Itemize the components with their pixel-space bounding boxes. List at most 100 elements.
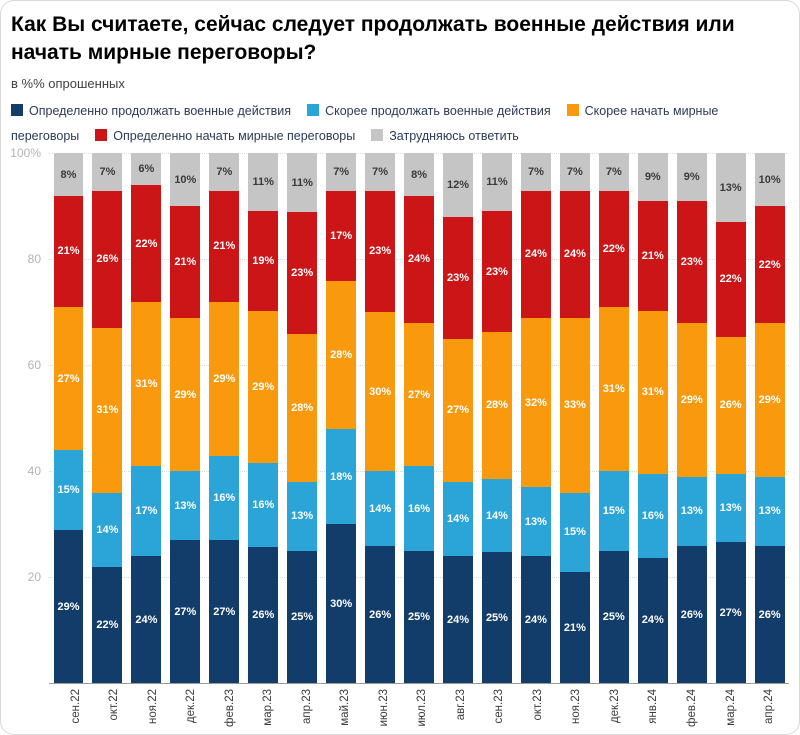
value-label: 29% [680, 393, 703, 406]
value-label: 31% [602, 383, 625, 396]
value-label: 16% [213, 491, 236, 504]
bar-segment-4: 12% [443, 153, 473, 218]
bar-segment-3: 21% [53, 195, 84, 308]
x-tick: июн.23 [365, 689, 404, 734]
legend: Определенно продолжать военные действия С… [11, 99, 791, 149]
value-label: 30% [330, 597, 353, 610]
x-tick: ноя.22 [134, 689, 173, 734]
bar-segment-4: 9% [637, 153, 668, 201]
bar-segment-1: 13% [520, 487, 551, 557]
bar-segment-2: 29% [754, 323, 785, 477]
bar-segment-3: 23% [365, 190, 396, 313]
bar-segment-0: 21% [559, 572, 590, 684]
value-label: 24% [135, 613, 158, 626]
value-label: 19% [252, 255, 275, 268]
value-label: 31% [96, 404, 119, 417]
value-label: 14% [446, 513, 470, 526]
legend-swatch-icon [95, 129, 108, 142]
bar-segment-2: 29% [676, 323, 707, 477]
value-label: 11% [486, 176, 508, 189]
x-tick: янв.24 [635, 689, 674, 734]
bar-segment-1: 17% [131, 466, 162, 557]
legend-swatch-icon [307, 104, 320, 117]
bar-segment-3: 22% [754, 206, 785, 324]
bar-segment-2: 31% [598, 307, 629, 472]
bar-segment-0: 24% [637, 557, 668, 684]
x-tick-label: янв.24 [647, 689, 660, 725]
legend-label: Скорее продолжать военные действия [325, 104, 551, 119]
bar-segment-0: 27% [715, 541, 746, 684]
stacked-bar: 25% 13% 28% 23% 11% [287, 153, 318, 684]
bar-segment-4: 8% [53, 153, 84, 196]
x-tick: июл.23 [404, 689, 443, 734]
x-tick-label: дек.23 [608, 689, 621, 724]
value-label: 11% [291, 176, 313, 189]
value-label: 28% [291, 401, 314, 414]
bar-segment-2: 28% [326, 280, 357, 430]
bar-segment-4: 8% [404, 153, 435, 196]
x-tick-label: ноя.22 [146, 689, 159, 725]
y-tick-label: 60 [27, 358, 41, 373]
bar-segment-3: 26% [92, 190, 123, 329]
bar-segment-2: 33% [559, 317, 590, 493]
chart-area: 100% 80 60 40 20 29% 15% 27% 21% 8% 22% 14% 31% 26% 7… [9, 146, 791, 685]
value-label: 23% [485, 265, 508, 278]
x-tick: мар.23 [250, 689, 289, 734]
value-label: 13% [758, 505, 781, 518]
x-tick-label: сен.23 [493, 689, 506, 724]
stacked-bar: 27% 13% 29% 21% 10% [170, 153, 201, 684]
bar-segment-1: 13% [287, 482, 318, 551]
bar-column: 24% 17% 31% 22% 6% [127, 153, 166, 684]
bar-segment-2: 29% [209, 301, 240, 456]
bar-column: 25% 16% 27% 24% 8% [400, 153, 439, 684]
stacked-bar: 27% 13% 26% 22% 13% [715, 153, 746, 684]
bar-segment-0: 27% [170, 540, 201, 684]
value-label: 6% [138, 163, 155, 176]
stacked-bar: 26% 14% 30% 23% 7% [365, 153, 396, 684]
bar-segment-0: 29% [53, 529, 84, 684]
legend-item-3: Определенно начать мирные переговоры [95, 129, 355, 143]
value-label: 8% [60, 168, 77, 181]
value-label: 26% [369, 608, 392, 621]
value-label: 31% [641, 386, 664, 399]
value-label: 27% [57, 372, 80, 385]
y-tick-label: 80 [27, 252, 41, 267]
stacked-bar: 24% 17% 31% 22% 6% [131, 153, 162, 684]
value-label: 17% [330, 229, 353, 242]
value-label: 12% [446, 179, 470, 192]
chart-subtitle: в %% опрошенных [11, 76, 125, 92]
bar-segment-2: 30% [365, 312, 396, 472]
value-label: 27% [719, 606, 742, 619]
bar-segment-2: 29% [170, 317, 201, 472]
value-label: 15% [57, 483, 80, 496]
x-tick-label: мар.24 [724, 689, 737, 727]
bar-segment-4: 11% [287, 153, 318, 212]
legend-swatch-icon [11, 104, 23, 117]
value-label: 25% [291, 611, 314, 624]
value-label: 21% [641, 249, 664, 262]
value-label: 7% [333, 165, 350, 178]
bar-segment-4: 7% [598, 153, 629, 191]
x-tick: сен.22 [57, 689, 96, 734]
bar-segment-3: 23% [676, 201, 707, 324]
value-label: 14% [96, 523, 119, 536]
value-label: 24% [446, 613, 470, 626]
value-label: 13% [680, 505, 703, 518]
bar-segment-0: 27% [209, 540, 240, 684]
bar-segment-2: 26% [715, 337, 746, 474]
bar-segment-4: 10% [170, 153, 201, 207]
bar-column: 29% 15% 27% 21% 8% [49, 153, 88, 684]
bar-column: 24% 16% 31% 21% 9% [633, 153, 672, 684]
value-label: 26% [719, 399, 742, 412]
bar-column: 22% 14% 31% 26% 7% [88, 153, 127, 684]
bar-segment-4: 7% [559, 153, 590, 191]
x-tick-label: мар.23 [262, 689, 275, 727]
bar-segment-2: 27% [53, 307, 84, 451]
bar-segment-3: 24% [520, 190, 551, 318]
bar-segment-1: 14% [481, 478, 512, 553]
value-label: 24% [408, 253, 431, 266]
bar-segment-0: 24% [443, 556, 473, 684]
legend-swatch-icon [371, 129, 384, 142]
bar-segment-2: 29% [248, 310, 279, 464]
value-label: 29% [213, 372, 236, 385]
